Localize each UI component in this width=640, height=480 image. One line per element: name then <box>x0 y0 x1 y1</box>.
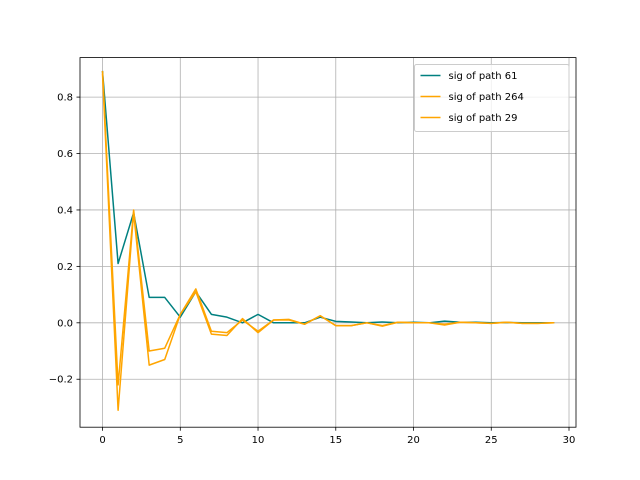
legend: sig of path 61 sig of path 264 sig of pa… <box>414 64 570 132</box>
grid <box>80 57 576 428</box>
legend-label-path-264: sig of path 264 <box>449 92 524 103</box>
series-line-sig-of-path-29 <box>101 70 555 386</box>
y-tick-label: 0.2 <box>57 262 73 273</box>
x-tick-label: 20 <box>407 435 420 446</box>
x-tick-label: 10 <box>252 435 265 446</box>
x-tick-label: 25 <box>485 435 498 446</box>
legend-label-path-61: sig of path 61 <box>449 71 518 82</box>
series-lines <box>101 70 555 412</box>
x-tick-label: 30 <box>563 435 576 446</box>
legend-box <box>414 64 570 132</box>
y-tick-label: 0.0 <box>57 318 73 329</box>
x-tick-label: 15 <box>329 435 342 446</box>
y-tick-label: −0.2 <box>49 375 73 386</box>
y-axis: −0.2 0.0 0.2 0.4 0.6 0.8 <box>49 93 80 386</box>
y-tick-label: 0.4 <box>57 205 73 216</box>
x-tick-label: 5 <box>177 435 183 446</box>
y-tick-label: 0.6 <box>57 149 73 160</box>
plot-area-frame <box>79 57 577 428</box>
legend-label-path-29: sig of path 29 <box>449 113 518 124</box>
y-tick-label: 0.8 <box>57 93 73 104</box>
x-axis: 0 5 10 15 20 25 30 <box>99 427 575 446</box>
x-tick-label: 0 <box>99 435 105 446</box>
